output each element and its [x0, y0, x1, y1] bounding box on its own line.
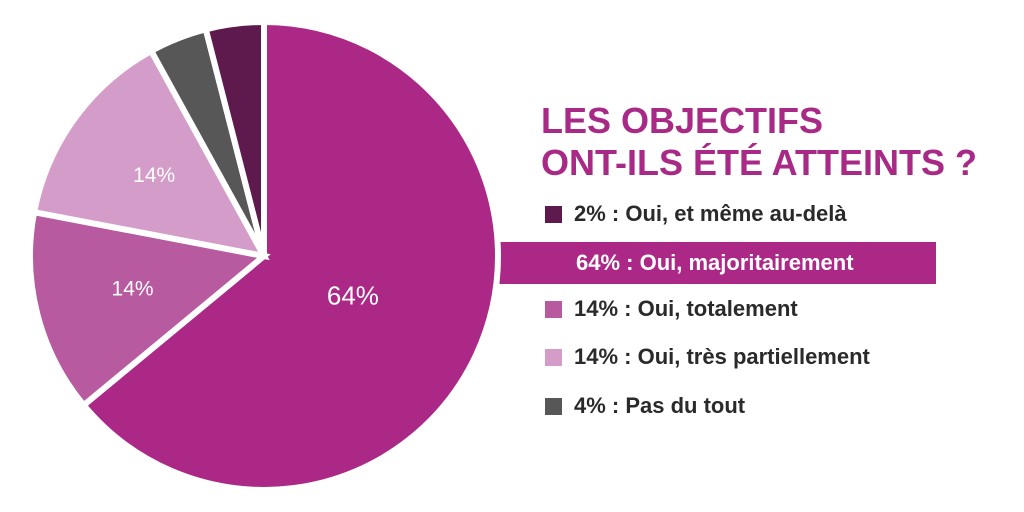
slice-label-0: 64%: [327, 281, 379, 311]
chart-title: LES OBJECTIFS ONT-ILS ÉTÉ ATTEINTS ?: [541, 100, 1011, 184]
pie-slice-4: [202, 18, 267, 257]
pie-slice-0: [79, 18, 501, 493]
slice-label-1: 14%: [112, 277, 154, 300]
chart-title-line-2: ONT-ILS ÉTÉ ATTEINTS ?: [541, 142, 977, 183]
chart-title-line-1: LES OBJECTIFS: [541, 100, 824, 141]
pie-slice-1: [27, 208, 271, 410]
pie-slice-2: [30, 46, 270, 261]
slice-label-2: 14%: [133, 164, 175, 187]
